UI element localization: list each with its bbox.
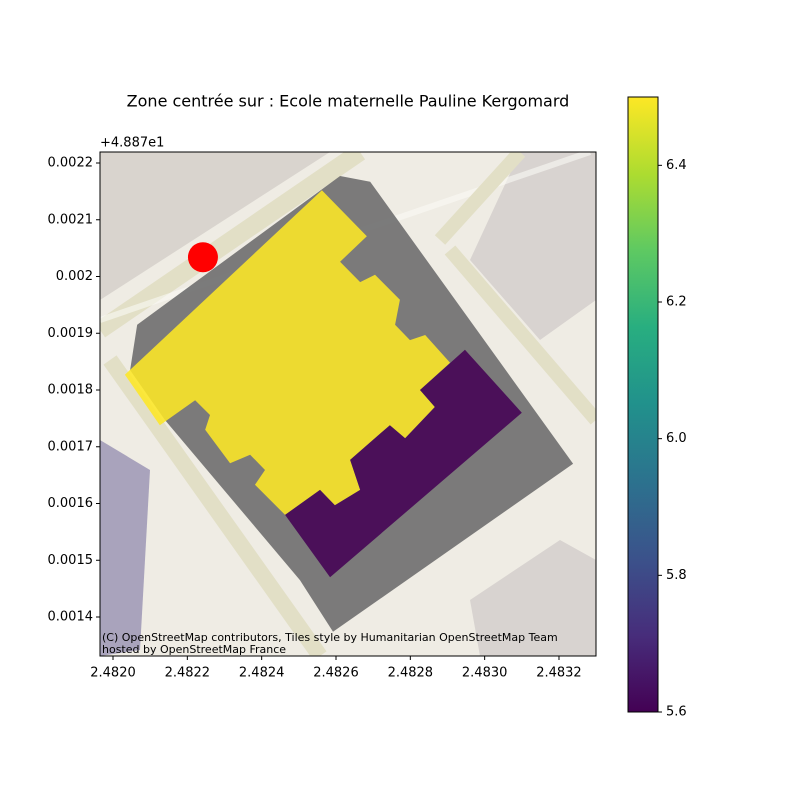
x-tick-label: 2.4832 — [536, 666, 582, 681]
building — [285, 349, 522, 578]
plot-area — [124, 176, 574, 632]
y-tick-label: 0.0014 — [48, 610, 94, 625]
colorbar-tick-label: 5.8 — [666, 568, 687, 583]
building — [124, 190, 451, 515]
chart-title: Zone centrée sur : Ecole maternelle Paul… — [127, 92, 570, 111]
x-tick-label: 2.4826 — [313, 666, 359, 681]
x-tick-label: 2.4828 — [388, 666, 434, 681]
colorbar-tick-label: 6.4 — [666, 158, 687, 173]
y-offset-label: +4.887e1 — [100, 136, 164, 151]
colorbar-tick-label: 6.2 — [666, 295, 687, 310]
colorbar-tick-label: 5.6 — [666, 705, 687, 720]
y-tick-label: 0.0018 — [48, 383, 94, 398]
y-tick-label: 0.0015 — [48, 553, 94, 568]
center-point — [187, 242, 218, 273]
x-tick-label: 2.4830 — [462, 666, 508, 681]
x-tick-label: 2.4824 — [239, 666, 285, 681]
y-tick-label: 0.0021 — [48, 212, 94, 227]
colorbar-tick-label: 6.0 — [666, 431, 687, 446]
y-tick-label: 0.0016 — [48, 496, 94, 511]
y-tick-label: 0.0022 — [48, 156, 94, 171]
axes-frame — [99, 151, 597, 657]
y-tick-label: 0.002 — [56, 269, 93, 284]
x-tick-label: 2.4820 — [90, 666, 136, 681]
attribution: (C) OpenStreetMap contributors, Tiles st… — [102, 631, 558, 644]
y-tick-label: 0.0017 — [48, 439, 94, 454]
y-tick-label: 0.0019 — [48, 326, 94, 341]
colorbar — [627, 96, 659, 713]
attribution: hosted by OpenStreetMap France — [102, 643, 286, 656]
x-tick-label: 2.4822 — [165, 666, 211, 681]
